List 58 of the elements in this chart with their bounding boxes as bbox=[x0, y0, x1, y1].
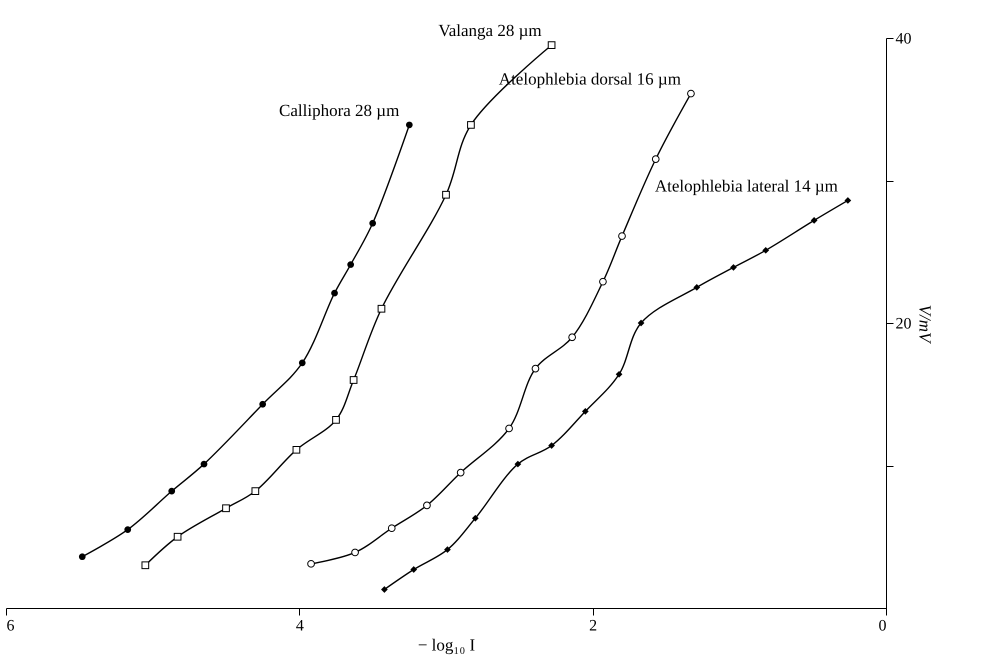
point bbox=[200, 460, 208, 468]
point bbox=[442, 190, 450, 199]
point bbox=[652, 155, 660, 163]
point bbox=[844, 197, 852, 204]
point bbox=[514, 460, 522, 468]
point bbox=[174, 532, 182, 541]
x-tick-label: 4 bbox=[296, 618, 304, 634]
point bbox=[548, 41, 556, 49]
point bbox=[548, 442, 555, 449]
point bbox=[307, 560, 315, 568]
point bbox=[730, 264, 737, 271]
y-axis-title: V/mV bbox=[916, 304, 934, 345]
point bbox=[762, 246, 770, 254]
point bbox=[378, 304, 386, 313]
x-axis-title: − log₁₀ I bbox=[418, 636, 476, 654]
point bbox=[251, 487, 260, 496]
point bbox=[406, 122, 413, 128]
point bbox=[410, 566, 418, 573]
point bbox=[472, 514, 479, 522]
point bbox=[618, 232, 626, 240]
point bbox=[141, 561, 150, 570]
y-tick-label: 20 bbox=[896, 316, 912, 332]
point bbox=[599, 278, 607, 286]
point bbox=[388, 524, 396, 532]
point bbox=[350, 376, 358, 384]
series-label: Calliphora 28 µm bbox=[279, 100, 400, 120]
series-label: Atelophlebia lateral 14 µm bbox=[654, 176, 838, 196]
y-tick-label: 40 bbox=[896, 30, 912, 48]
point bbox=[456, 468, 465, 476]
point bbox=[332, 416, 340, 424]
point bbox=[168, 488, 176, 494]
point bbox=[444, 546, 451, 553]
point bbox=[467, 121, 475, 129]
point bbox=[292, 446, 300, 454]
point bbox=[693, 284, 700, 291]
point bbox=[810, 217, 818, 224]
point bbox=[298, 360, 306, 366]
point bbox=[568, 333, 576, 342]
point bbox=[259, 400, 266, 408]
point bbox=[423, 502, 431, 510]
point bbox=[638, 320, 644, 326]
point bbox=[347, 261, 354, 268]
x-tick-label: 6 bbox=[6, 618, 14, 634]
point bbox=[331, 290, 338, 296]
point bbox=[532, 364, 540, 372]
point bbox=[616, 370, 622, 378]
point bbox=[582, 408, 589, 415]
x-tick-label: 0 bbox=[878, 618, 886, 634]
x-tick-label: 2 bbox=[589, 618, 598, 634]
point bbox=[505, 424, 513, 432]
series-label: Valanga 28 µm bbox=[438, 21, 542, 40]
point bbox=[369, 220, 376, 227]
point bbox=[351, 548, 359, 556]
point bbox=[687, 90, 695, 98]
point bbox=[222, 504, 230, 512]
point bbox=[124, 526, 132, 533]
point bbox=[78, 553, 86, 560]
point bbox=[381, 586, 388, 593]
